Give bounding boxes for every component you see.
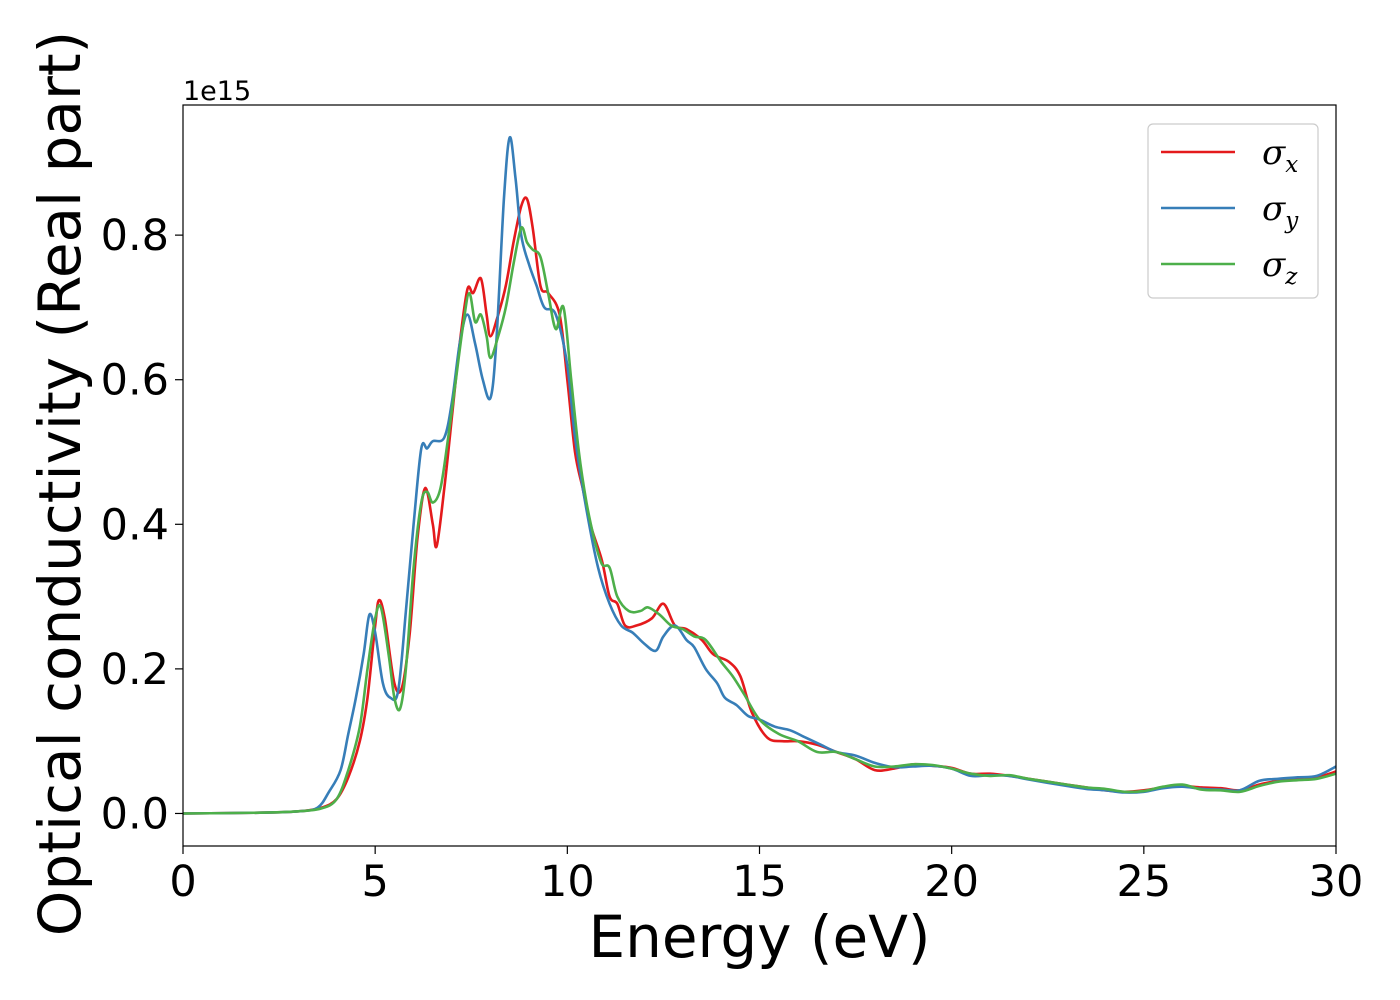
y-offset-label: 1e15 xyxy=(183,76,251,107)
y-axis-ticks: 0.0 0.2 0.4 0.6 0.8 xyxy=(101,211,183,839)
y-tick-label: 0.8 xyxy=(101,211,169,261)
x-tick-label: 20 xyxy=(924,857,979,907)
legend-label-x: σx xyxy=(1262,133,1298,178)
legend-box xyxy=(1147,123,1319,299)
x-axis-label: Energy (eV) xyxy=(588,903,930,971)
y-tick-label: 0.0 xyxy=(101,789,169,839)
x-tick-label: 15 xyxy=(732,857,787,907)
x-tick-label: 10 xyxy=(540,857,595,907)
y-tick-label: 0.4 xyxy=(101,500,169,550)
series-line-y xyxy=(183,136,1336,815)
x-tick-label: 5 xyxy=(361,857,388,907)
x-axis-ticks: 0 5 10 15 20 25 30 xyxy=(169,846,1363,907)
x-tick-label: 30 xyxy=(1309,857,1364,907)
y-axis-label: Optical conductivity (Real part) xyxy=(26,31,94,936)
legend-label-y: σy xyxy=(1262,189,1299,234)
x-tick-label: 0 xyxy=(169,857,196,907)
x-tick-label: 25 xyxy=(1116,857,1171,907)
series-layer xyxy=(183,136,1336,815)
series-line-z xyxy=(183,226,1336,815)
y-tick-label: 0.2 xyxy=(101,645,169,695)
y-tick-label: 0.6 xyxy=(101,356,169,406)
